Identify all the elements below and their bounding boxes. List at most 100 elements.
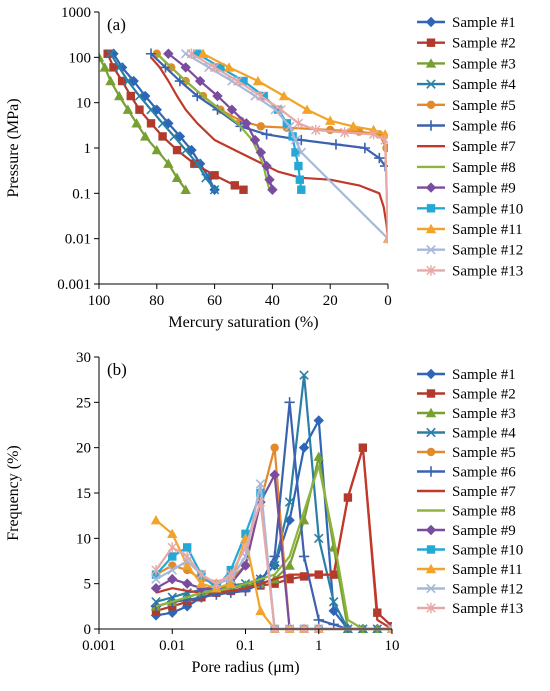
data-point: [167, 573, 178, 585]
series-line: [155, 446, 392, 630]
data-point: [299, 572, 309, 581]
data-point: [225, 578, 237, 588]
data-point: [261, 160, 272, 172]
data-point: [126, 91, 135, 101]
data-point: [276, 104, 286, 115]
legend-marker: [426, 38, 436, 47]
legend-label: Sample #1: [452, 15, 516, 31]
data-point: [313, 451, 324, 461]
data-point: [380, 134, 388, 146]
data-point: [241, 118, 252, 129]
data-point: [328, 597, 339, 607]
legend-entry: Sample #1: [417, 15, 516, 31]
x-tick-label: 40: [265, 293, 280, 309]
legend-entry: Sample #12: [417, 582, 523, 598]
data-point: [182, 560, 193, 570]
data-point: [146, 104, 156, 115]
data-point: [239, 76, 248, 86]
y-tick-label: 5: [84, 577, 92, 593]
data-point: [295, 175, 305, 184]
legend-label: Sample #2: [452, 387, 516, 403]
data-point: [256, 90, 266, 102]
legend-label: Sample #1: [452, 367, 516, 383]
data-point: [226, 569, 236, 580]
legend-entry: Sample #11: [417, 562, 523, 578]
y-tick-label: 10: [76, 531, 91, 547]
data-point: [151, 144, 162, 155]
data-point: [368, 129, 379, 140]
legend-entry: Sample #5: [417, 98, 516, 114]
data-point: [290, 135, 301, 145]
data-point: [171, 172, 183, 183]
data-point: [180, 62, 191, 73]
data-point: [296, 134, 307, 146]
series-8: [156, 52, 271, 191]
legend-marker: [426, 244, 436, 255]
x-tick-label: 80: [149, 293, 164, 309]
data-point: [252, 75, 264, 86]
y-axis-title: Frequency (%): [5, 445, 22, 541]
x-tick-label: 10: [385, 638, 400, 654]
legend-entry: Sample #7: [417, 139, 516, 155]
legend-label: Sample #12: [452, 243, 523, 259]
data-point: [167, 607, 178, 618]
legend-marker: [425, 466, 437, 477]
data-point: [313, 533, 324, 544]
data-point: [116, 62, 128, 73]
y-tick-label: 25: [76, 395, 91, 411]
legend-marker: [425, 368, 437, 380]
data-point: [172, 145, 182, 155]
data-point: [359, 142, 371, 154]
data-point: [160, 62, 171, 73]
data-point: [167, 528, 178, 538]
data-point: [249, 134, 261, 146]
legend-marker: [425, 223, 437, 234]
legend-label: Sample #10: [452, 543, 523, 559]
data-point: [103, 49, 112, 58]
data-point: [255, 605, 266, 616]
legend-entry: Sample #3: [417, 406, 516, 422]
data-point: [150, 610, 162, 621]
legend-entry: Sample #4: [417, 77, 516, 93]
series-4: [105, 48, 220, 195]
legend-label: Sample #9: [452, 523, 516, 539]
plot-area: [150, 370, 392, 633]
data-point: [330, 139, 342, 150]
data-point: [193, 49, 202, 58]
y-tick-label: 10: [76, 96, 91, 112]
legend-entry: Sample #8: [417, 504, 516, 520]
y-axis-title: Pressure (MPa): [5, 98, 22, 197]
data-point: [267, 184, 278, 195]
y-tick-label: 0.1: [72, 186, 91, 202]
y-tick-label: 1000: [61, 5, 91, 21]
data-point: [169, 131, 179, 142]
data-point: [374, 152, 385, 164]
data-point: [145, 48, 157, 59]
data-point: [270, 579, 279, 588]
data-point: [240, 542, 251, 553]
series-line: [150, 56, 388, 239]
data-point: [163, 158, 174, 168]
legend-entry: Sample #9: [417, 181, 516, 197]
data-point: [167, 565, 178, 575]
data-point: [150, 583, 162, 594]
legend-marker: [426, 204, 436, 213]
data-point: [209, 62, 220, 73]
series-line: [109, 53, 216, 191]
legend-marker: [426, 100, 436, 110]
data-point: [158, 132, 167, 141]
legend-label: Sample #7: [452, 139, 516, 155]
data-point: [311, 124, 321, 136]
data-point: [339, 127, 350, 138]
x-axis-title: Mercury saturation (%): [168, 314, 318, 331]
series-line: [202, 52, 388, 239]
data-point: [284, 560, 295, 570]
legend-marker: [426, 389, 436, 398]
legend-marker: [425, 563, 437, 574]
data-point: [294, 161, 303, 171]
data-point: [240, 560, 251, 571]
x-tick-label: 60: [207, 293, 222, 309]
data-point: [186, 48, 197, 59]
y-tick-label: 100: [69, 50, 92, 66]
legend-marker: [425, 120, 437, 131]
